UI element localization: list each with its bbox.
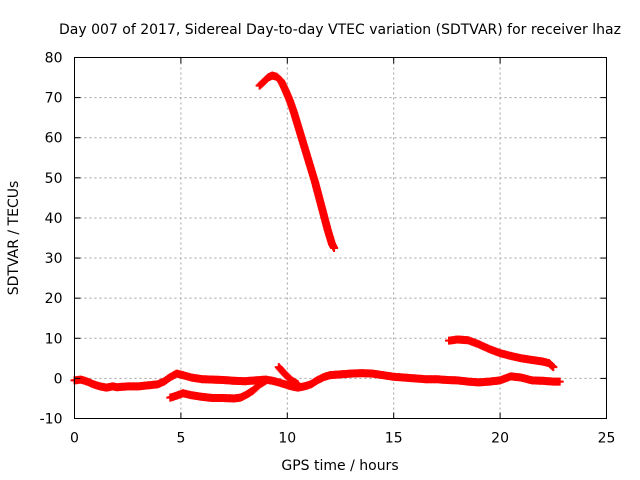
series-mid-arc (445, 335, 558, 372)
grid (74, 57, 607, 419)
data-marker (292, 379, 301, 388)
y-tick-label: -10 (40, 412, 63, 428)
x-tick-label: 20 (491, 431, 509, 447)
y-tick-label: 70 (45, 91, 63, 107)
plot-frame (74, 57, 607, 419)
y-tick-label: 10 (45, 331, 63, 347)
x-tick-label: 5 (176, 431, 185, 447)
data-layer (70, 71, 564, 403)
y-tick-label: 80 (45, 51, 63, 67)
x-tick-label: 10 (278, 431, 296, 447)
x-axis-label: GPS time / hours (281, 458, 398, 474)
data-marker (547, 361, 556, 370)
data-marker (329, 243, 338, 252)
data-marker (260, 377, 269, 386)
y-tick-label: 30 (45, 251, 63, 267)
y-tick-label: 0 (54, 371, 63, 387)
series-peak-arc (255, 71, 339, 253)
x-tick-label: 15 (385, 431, 403, 447)
series-hook (274, 363, 302, 389)
x-tick-label: 25 (598, 431, 616, 447)
series-baseline-track (70, 369, 564, 392)
series-lower-arc (166, 376, 271, 403)
x-tick-label: 0 (70, 431, 79, 447)
y-axis-label: SDTVAR / TECUs (6, 181, 22, 296)
chart-title: Day 007 of 2017, Sidereal Day-to-day VTE… (59, 22, 621, 38)
y-tick-label: 50 (45, 171, 63, 187)
ticks: 0 5 10 15 20 25 -10 0 10 20 30 40 50 60 70 80 (40, 51, 616, 447)
y-tick-label: 60 (45, 131, 63, 147)
y-tick-label: 20 (45, 291, 63, 307)
y-tick-label: 40 (45, 211, 63, 227)
data-marker (554, 377, 563, 386)
data-marker (548, 362, 557, 371)
